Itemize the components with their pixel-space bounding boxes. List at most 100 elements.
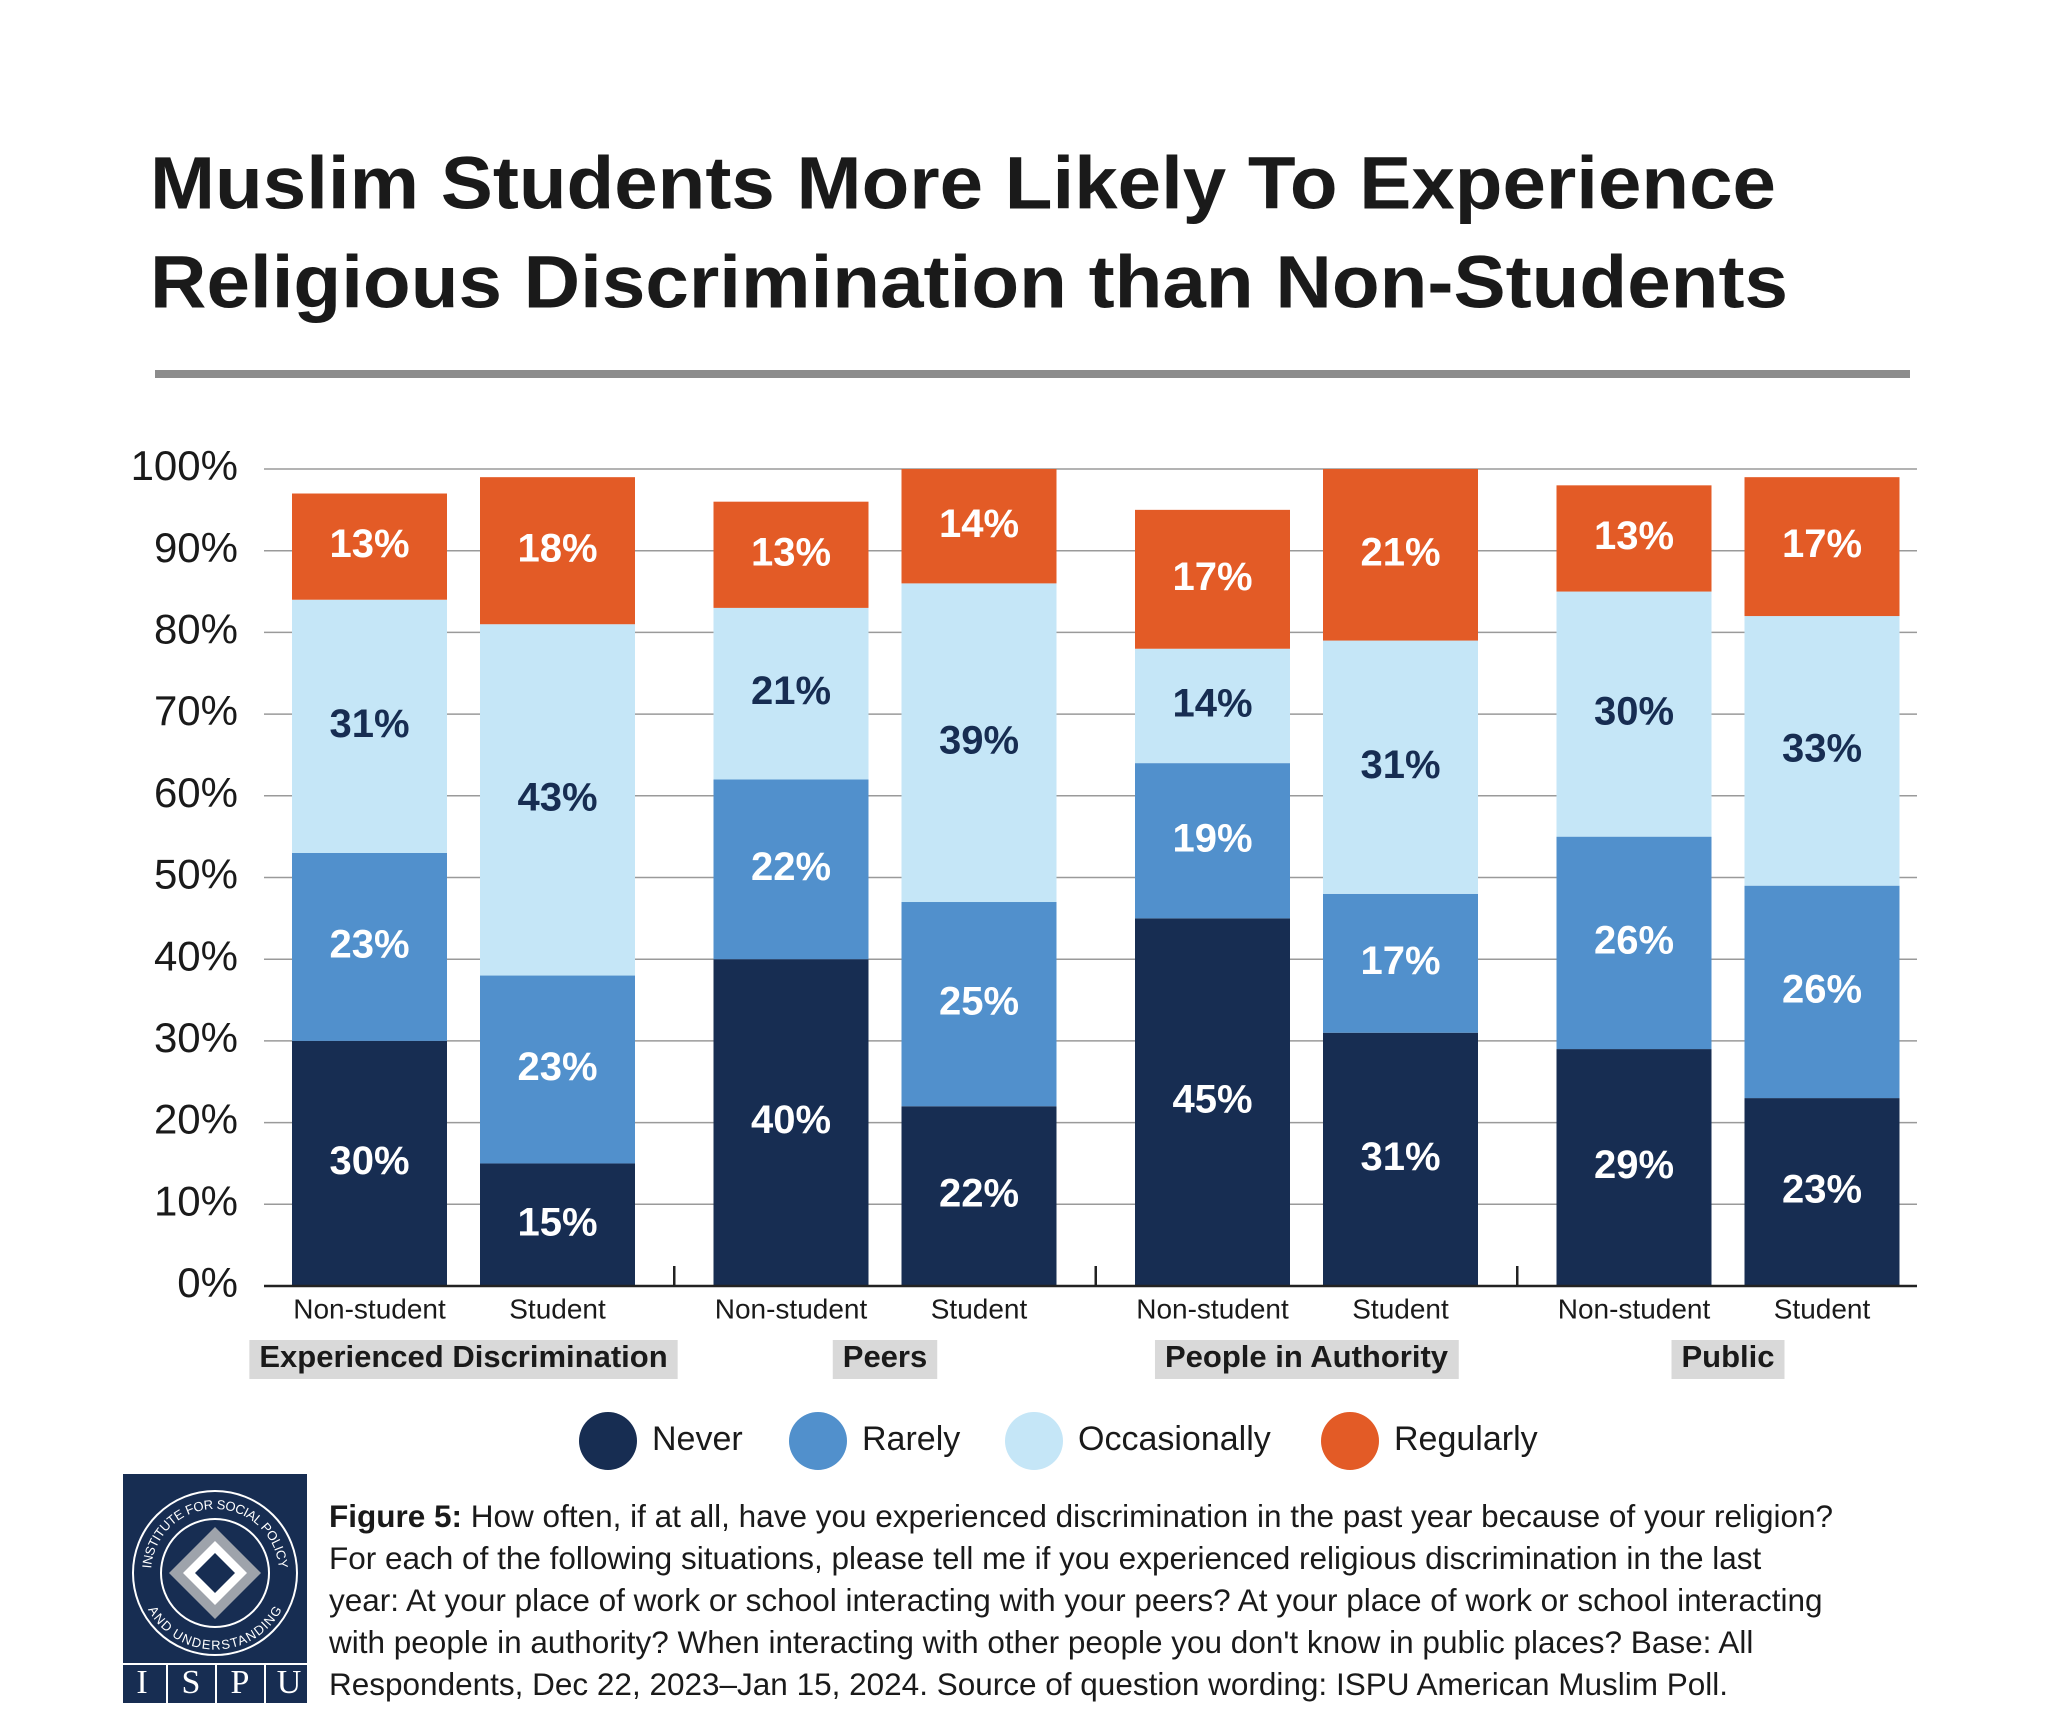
bar-segment	[1135, 763, 1290, 919]
caption-text: How often, if at all, have you experienc…	[471, 1498, 1833, 1534]
caption-line: Figure 5: How often, if at all, have you…	[329, 1498, 1833, 1534]
bar-segment	[1744, 477, 1900, 617]
value-label: 39%	[939, 718, 1019, 762]
value-label: 40%	[751, 1098, 831, 1142]
caption-text: For each of the following situations, pl…	[329, 1540, 1761, 1576]
value-label: 13%	[751, 530, 831, 574]
y-tick-label: 20%	[154, 1096, 238, 1143]
y-tick-label: 30%	[154, 1014, 238, 1061]
value-label: 25%	[939, 980, 1019, 1024]
value-label: 33%	[1782, 726, 1862, 770]
caption-line: with people in authority? When interacti…	[328, 1624, 1753, 1660]
bar-segment	[1556, 836, 1712, 1050]
x-tick-label: Student	[509, 1293, 606, 1324]
value-label: 29%	[1594, 1143, 1674, 1187]
plot: 0% 10% 20% 30% 40% 50% 60% 70% 80% 90% 100% 30% 23% 3…	[131, 442, 1917, 1470]
value-label: 13%	[329, 522, 409, 566]
chart-title: Religious Discrimination than Non-Studen…	[150, 241, 1788, 324]
caption: Figure 5: How often, if at all, have you…	[328, 1498, 1833, 1702]
chart-title: Muslim Students More Likely To Experienc…	[150, 142, 1776, 225]
bar-segment	[1135, 918, 1290, 1286]
value-label: 17%	[1172, 555, 1252, 599]
value-label: 31%	[1360, 1135, 1440, 1179]
bar-segment	[1556, 485, 1712, 592]
logo-letter: U	[277, 1664, 302, 1701]
bar-segment	[1323, 469, 1478, 641]
value-label: 21%	[751, 669, 831, 713]
bar-segment	[292, 493, 447, 600]
bar-segment	[292, 599, 447, 853]
value-label: 30%	[329, 1139, 409, 1183]
value-label: 23%	[1782, 1168, 1862, 1212]
caption-text: year: At your place of work or school in…	[329, 1582, 1822, 1618]
value-label: 31%	[1360, 743, 1440, 787]
bar-segment	[480, 975, 635, 1164]
caption-line: For each of the following situations, pl…	[329, 1540, 1761, 1576]
y-tick-label: 60%	[154, 769, 238, 816]
bar-segment	[901, 1106, 1057, 1286]
bar-segment	[1744, 1098, 1900, 1286]
bar-segment	[713, 779, 869, 960]
value-label: 26%	[1594, 918, 1674, 962]
bar-segment	[1556, 1049, 1712, 1286]
bar-segment	[480, 1163, 635, 1286]
title-rule	[155, 370, 1910, 378]
bar-segment	[1744, 885, 1900, 1099]
y-tick-label: 50%	[154, 851, 238, 898]
bar-segment	[1323, 640, 1478, 894]
bar-segment	[480, 477, 635, 625]
bar-segment	[480, 624, 635, 976]
x-tick-label: Non-student	[715, 1293, 868, 1324]
value-label: 22%	[751, 845, 831, 889]
group-label: Public	[1681, 1339, 1774, 1374]
value-label: 23%	[517, 1045, 597, 1089]
value-label: 13%	[1594, 514, 1674, 558]
bar-segment	[1135, 509, 1290, 649]
value-label: 19%	[1172, 816, 1252, 860]
y-tick-label: 40%	[154, 932, 238, 979]
value-label: 14%	[1172, 681, 1252, 725]
y-tick-label: 10%	[154, 1177, 238, 1224]
y-tick-label: 100%	[131, 442, 238, 489]
bar-segment	[292, 1040, 447, 1286]
x-tick-label: Student	[931, 1293, 1028, 1324]
value-label: 43%	[517, 775, 597, 819]
value-label: 22%	[939, 1172, 1019, 1216]
value-label: 31%	[329, 702, 409, 746]
value-label: 45%	[1172, 1078, 1252, 1122]
y-tick-label: 70%	[154, 687, 238, 734]
logo-letter: S	[182, 1664, 201, 1701]
legend-swatch	[1005, 1412, 1063, 1470]
value-label: 14%	[939, 502, 1019, 546]
group-label-bg	[832, 1340, 938, 1379]
x-tick-label: Student	[1352, 1293, 1449, 1324]
group-label: People in Authority	[1165, 1339, 1449, 1374]
logo-ring	[132, 1490, 298, 1656]
legend-label: Regularly	[1394, 1420, 1538, 1458]
bar-segment	[713, 501, 869, 608]
bar-segment	[713, 959, 869, 1286]
value-label: 23%	[329, 923, 409, 967]
bar-segment	[1556, 591, 1712, 837]
group-label: Peers	[843, 1339, 927, 1374]
legend-swatch	[579, 1412, 637, 1470]
x-tick-label: Non-student	[1136, 1293, 1289, 1324]
group-label: Experienced Discrimination	[259, 1339, 667, 1374]
value-label: 17%	[1360, 939, 1440, 983]
caption-line: Respondents, Dec 22, 2023–Jan 15, 2024. …	[329, 1666, 1728, 1702]
logo: INSTITUTE FOR SOCIAL POLICY AND UNDERSTA…	[123, 1474, 307, 1703]
figure-label: Figure 5:	[329, 1498, 462, 1534]
legend-label: Occasionally	[1078, 1420, 1271, 1458]
y-tick-label: 80%	[154, 605, 238, 652]
legend-label: Rarely	[862, 1420, 960, 1458]
caption-line: year: At your place of work or school in…	[329, 1582, 1822, 1618]
group-label-bg	[1671, 1340, 1785, 1379]
bar-segment	[901, 902, 1057, 1107]
bar-segment	[901, 469, 1057, 584]
bar-segment	[713, 607, 869, 780]
logo-ring	[160, 1518, 270, 1628]
bar-segment	[1323, 893, 1478, 1033]
x-tick-label: Non-student	[1558, 1293, 1711, 1324]
